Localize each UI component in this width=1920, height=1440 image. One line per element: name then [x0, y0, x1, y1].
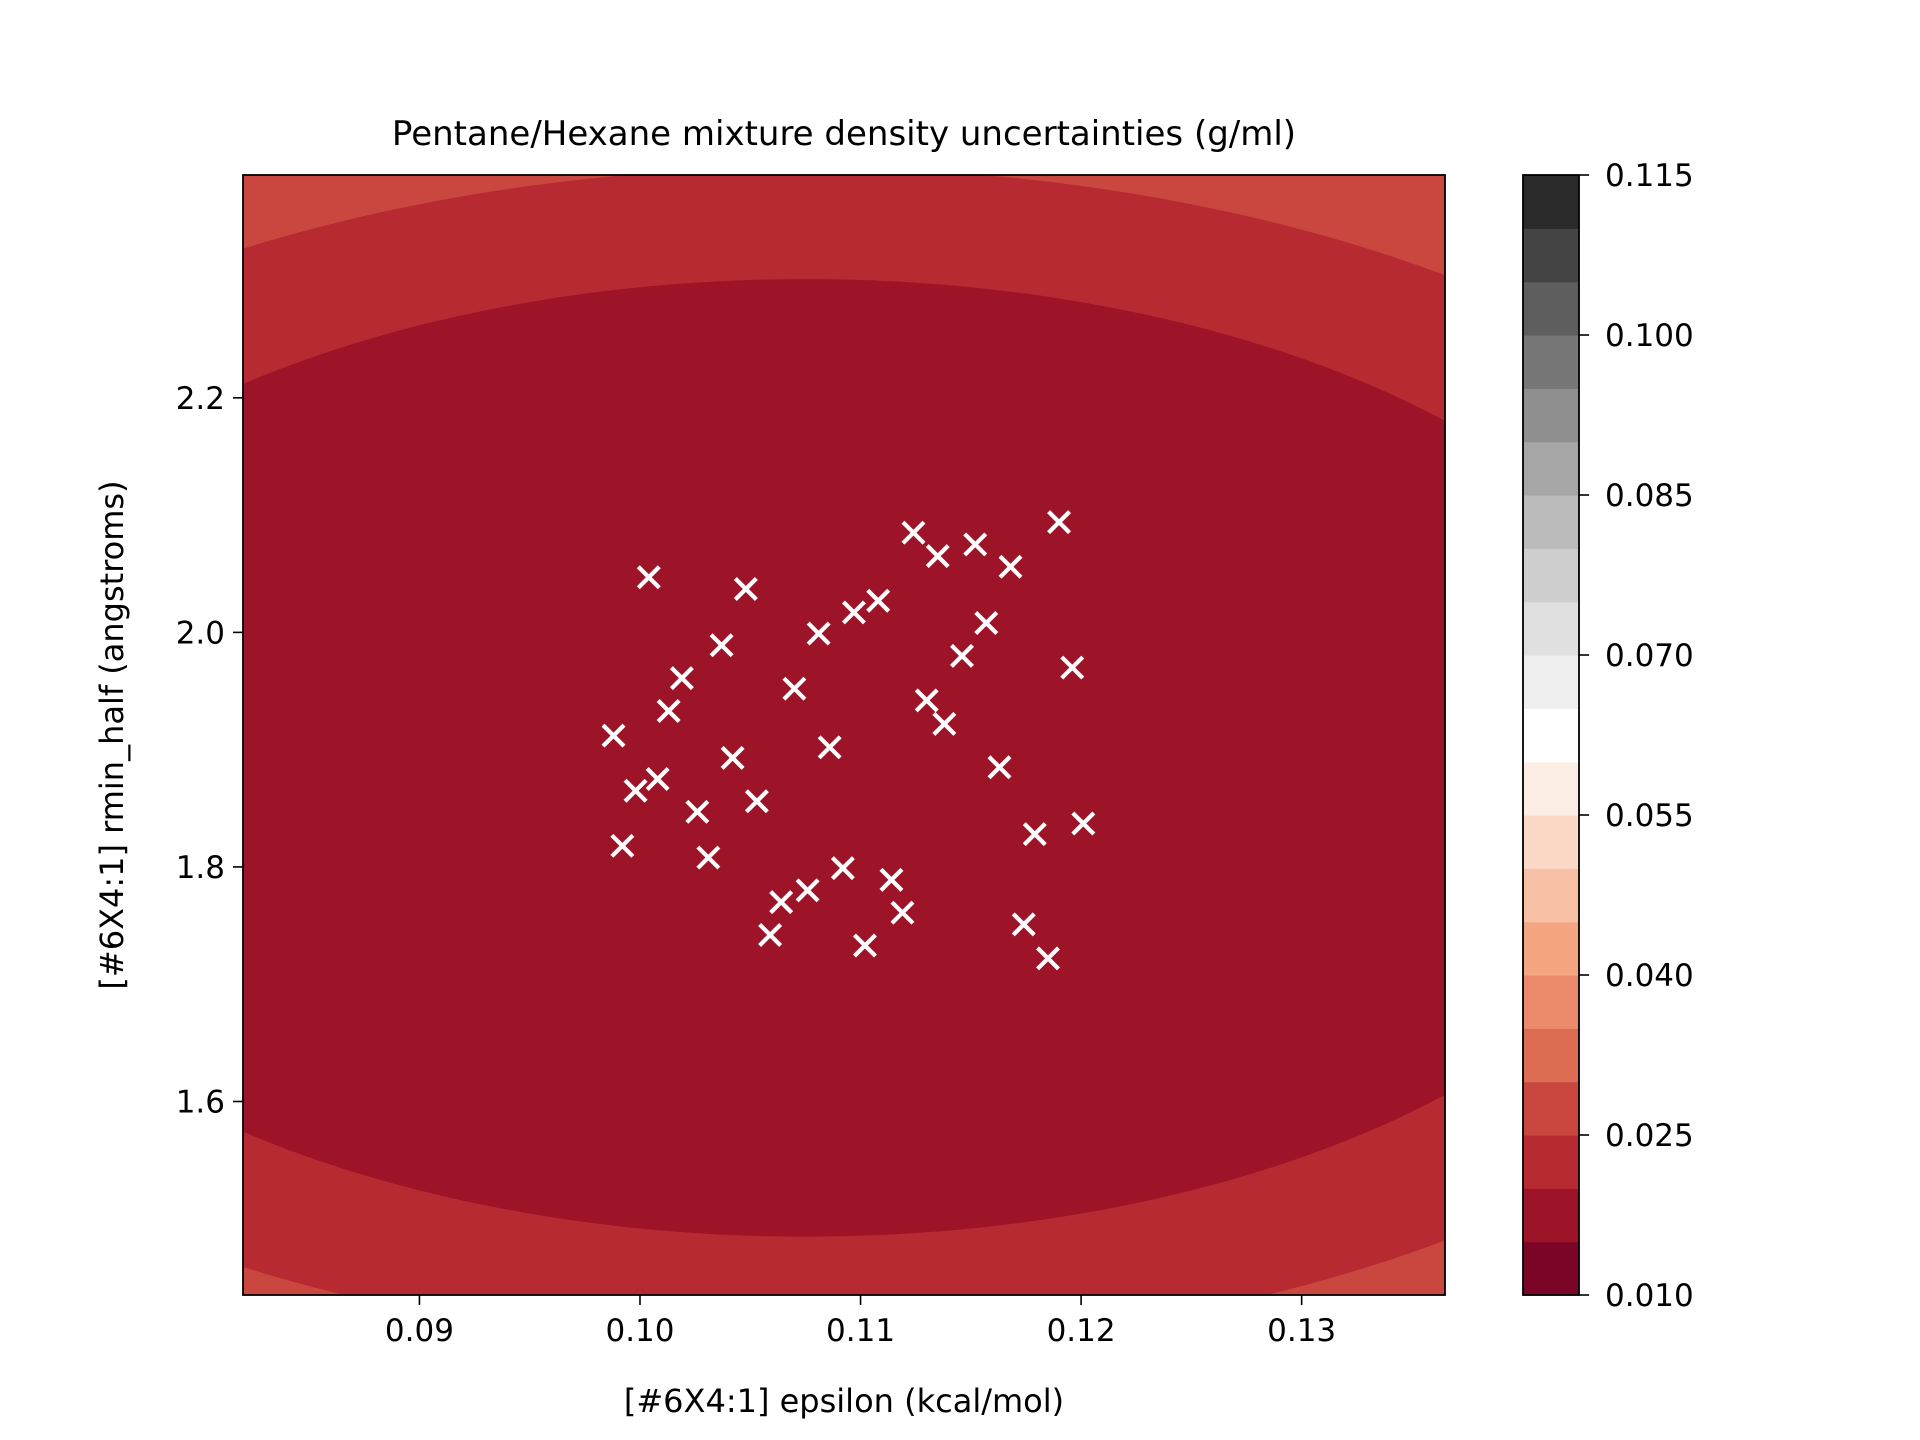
data-marker: [890, 900, 915, 925]
x-axis: 0.09 0.10 0.11 0.12 0.13: [385, 1295, 1336, 1349]
data-marker: [758, 922, 783, 947]
data-marker: [601, 723, 626, 748]
data-marker: [720, 745, 745, 770]
chart-title: Pentane/Hexane mixture density uncertain…: [392, 114, 1296, 154]
data-marker: [795, 878, 820, 903]
colorbar-tick-label: 0.070: [1605, 638, 1694, 674]
colorbar-frame: [1522, 174, 1580, 1296]
y-axis-label: [#6X4:1] rmin_half (angstroms): [93, 480, 131, 989]
colorbar-segment: [1523, 868, 1579, 923]
colorbar-segment: [1523, 655, 1579, 709]
colorbar-tick-label: 0.085: [1605, 478, 1694, 514]
data-marker: [709, 633, 734, 658]
data-marker: [950, 643, 974, 668]
x-tick-label: 0.11: [826, 1313, 895, 1349]
data-marker: [685, 799, 710, 824]
colorbar-segment: [1523, 815, 1579, 869]
data-marker: [925, 544, 950, 569]
data-marker: [817, 735, 842, 760]
x-axis-label: [#6X4:1] epsilon (kcal/mol): [624, 1382, 1064, 1420]
x-tick-label: 0.10: [605, 1313, 674, 1349]
data-marker: [830, 856, 855, 881]
colorbar-segment: [1523, 335, 1579, 389]
data-marker: [656, 698, 681, 723]
data-marker: [1047, 510, 1072, 535]
y-tick-label: 2.2: [176, 381, 225, 417]
data-marker: [914, 688, 939, 713]
data-marker: [1011, 912, 1036, 937]
colorbar-tick-label: 0.055: [1605, 798, 1694, 834]
plot-frame: [242, 174, 1446, 1296]
contour-band: [243, 279, 1445, 1237]
colorbar-tick-label: 0.040: [1605, 958, 1694, 994]
data-marker: [669, 666, 694, 691]
colorbar-segment: [1523, 1188, 1579, 1243]
colorbar: 0.010 0.025 0.040 0.055 0.070 0.085 0.100 0.115: [1522, 158, 1694, 1314]
y-axis: 1.6 1.8 2.0 2.2: [176, 381, 243, 1120]
data-marker: [879, 867, 904, 892]
data-marker: [852, 933, 877, 958]
colorbar-segment: [1523, 761, 1579, 816]
colorbar-segment: [1523, 1135, 1579, 1189]
colorbar-segment: [1523, 388, 1579, 443]
data-markers: [601, 510, 1096, 971]
colorbar-segment: [1523, 601, 1579, 656]
x-tick-label: 0.09: [385, 1313, 454, 1349]
data-marker: [901, 520, 926, 545]
data-marker: [744, 789, 769, 814]
data-marker: [782, 676, 807, 701]
colorbar-segment: [1523, 921, 1579, 976]
y-tick-label: 1.6: [176, 1084, 225, 1120]
colorbar-segment: [1523, 281, 1579, 336]
colorbar-segment: [1523, 228, 1579, 283]
data-marker: [645, 766, 670, 791]
colorbar-segment: [1523, 1241, 1579, 1296]
data-marker: [623, 778, 648, 803]
y-tick-label: 1.8: [176, 850, 225, 886]
colorbar-segment: [1523, 975, 1579, 1029]
colorbar-segment: [1523, 1028, 1579, 1083]
x-tick-label: 0.12: [1047, 1313, 1116, 1349]
colorbar-segment: [1523, 708, 1579, 763]
data-marker: [769, 890, 794, 915]
data-marker: [696, 845, 721, 870]
x-tick-label: 0.13: [1267, 1313, 1336, 1349]
data-marker: [932, 711, 957, 736]
colorbar-tick-label: 0.115: [1605, 158, 1694, 194]
data-marker: [963, 532, 988, 557]
data-marker: [733, 577, 758, 601]
colorbar-segment: [1523, 175, 1579, 229]
colorbar-tick-label: 0.025: [1605, 1118, 1694, 1154]
data-marker: [987, 755, 1012, 780]
data-marker: [610, 833, 635, 858]
data-marker: [1036, 946, 1060, 971]
colorbar-tick-label: 0.100: [1605, 318, 1694, 354]
data-marker: [866, 588, 891, 613]
data-marker: [1060, 655, 1085, 680]
colorbar-segment: [1523, 548, 1579, 603]
y-tick-label: 2.0: [176, 615, 225, 651]
data-marker: [636, 565, 661, 590]
data-marker: [1022, 822, 1047, 847]
colorbar-segment: [1523, 1081, 1579, 1136]
data-marker: [1071, 811, 1096, 836]
data-marker: [806, 621, 831, 646]
colorbar-segment: [1523, 441, 1579, 496]
data-marker: [974, 611, 999, 635]
colorbar-segment: [1523, 495, 1579, 549]
data-marker: [998, 554, 1023, 579]
data-marker: [841, 600, 866, 625]
colorbar-tick-label: 0.010: [1605, 1278, 1694, 1314]
